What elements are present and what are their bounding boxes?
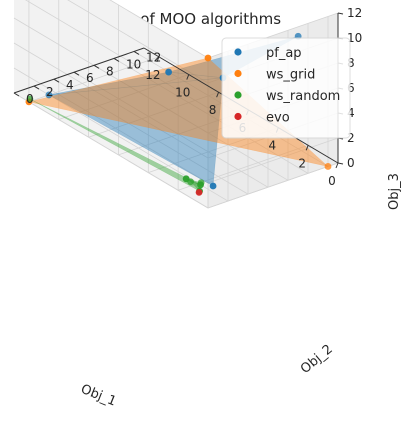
x-axis-label: Obj_1 (79, 382, 119, 410)
surface-pf_ap (48, 71, 224, 96)
y-tick (113, 57, 120, 62)
x-tick (186, 74, 190, 80)
z-tick-label: 2 (347, 131, 355, 145)
point-pf_ap (209, 182, 217, 190)
grid-line (13, 42, 209, 159)
x-tick-label: 10 (175, 86, 190, 100)
y-tick-label: 6 (86, 71, 94, 85)
grid-line (13, 92, 209, 209)
grid-line (53, 78, 249, 195)
y-tick-label: 2 (46, 85, 54, 99)
z-tick-label: 0 (347, 156, 355, 170)
point-ws_random (187, 178, 195, 186)
legend-frame (221, 37, 351, 139)
x-tick (156, 56, 160, 63)
grid-line (113, 58, 309, 174)
grid-line (73, 71, 269, 188)
legend-label-ws_grid: ws_grid (266, 68, 315, 83)
z-tick-label: 8 (347, 56, 355, 70)
x-tick-label: 12 (145, 68, 160, 82)
grid-line (207, 162, 339, 209)
y-tick-label: 4 (66, 78, 74, 92)
legend-label-pf_ap: pf_ap (266, 46, 302, 61)
x-tick-label: 8 (209, 103, 217, 117)
left-back-pane (14, 0, 208, 208)
y-tick-label: 12 (146, 50, 161, 64)
x-tick (305, 145, 309, 151)
legend-marker-ws_grid (234, 69, 242, 78)
y-tick-label: 10 (126, 57, 141, 71)
point-pf_ap (45, 91, 53, 99)
y-tick (13, 92, 20, 97)
grid-line (207, 137, 339, 184)
grid-line (67, 0, 209, 84)
grid-line (88, 91, 219, 138)
z-tick (337, 12, 344, 15)
point-ws_grid (204, 54, 212, 62)
x-tick-label: 2 (298, 156, 306, 170)
y-tick (53, 78, 60, 83)
z-tick-label: 10 (347, 31, 362, 45)
legend-marker-evo (234, 112, 242, 121)
y-axis-line (13, 47, 145, 94)
x-tick-label: 0 (328, 174, 336, 188)
z-axis-label: Obj_3 (387, 173, 402, 210)
legend-marker-pf_ap (234, 48, 242, 56)
grid-line (25, 0, 209, 109)
x-tick (216, 92, 220, 98)
legend-label-evo: evo (266, 111, 290, 126)
point-ws_random (26, 95, 34, 103)
z-tick-label: 6 (347, 81, 355, 95)
x-tick (335, 162, 339, 169)
data-points (25, 32, 332, 196)
y-axis-label: Obj_2 (298, 342, 336, 377)
legend-label-ws_random: ws_random (266, 89, 340, 104)
y-tick (93, 64, 100, 69)
grid-line (33, 85, 229, 202)
z-tick-label: 4 (347, 106, 355, 120)
surface-pf_ap (48, 77, 224, 187)
point-pf_ap (165, 68, 173, 76)
grid-line (58, 74, 189, 120)
y-tick (73, 71, 80, 76)
point-evo (195, 188, 203, 196)
y-tick-label: 0 (26, 92, 34, 106)
y-tick-label: 8 (106, 64, 114, 78)
x-tick-label: 4 (268, 139, 276, 153)
y-tick (33, 85, 40, 90)
point-ws_grid (324, 163, 332, 170)
grid-line (109, 0, 209, 59)
y-tick (133, 51, 140, 55)
grid-line (13, 67, 209, 184)
point-ws_random (197, 179, 205, 187)
z-tick (337, 162, 344, 165)
z-tick-label: 12 (347, 6, 362, 20)
legend-marker-ws_random (234, 91, 242, 99)
grid-line (13, 17, 209, 134)
